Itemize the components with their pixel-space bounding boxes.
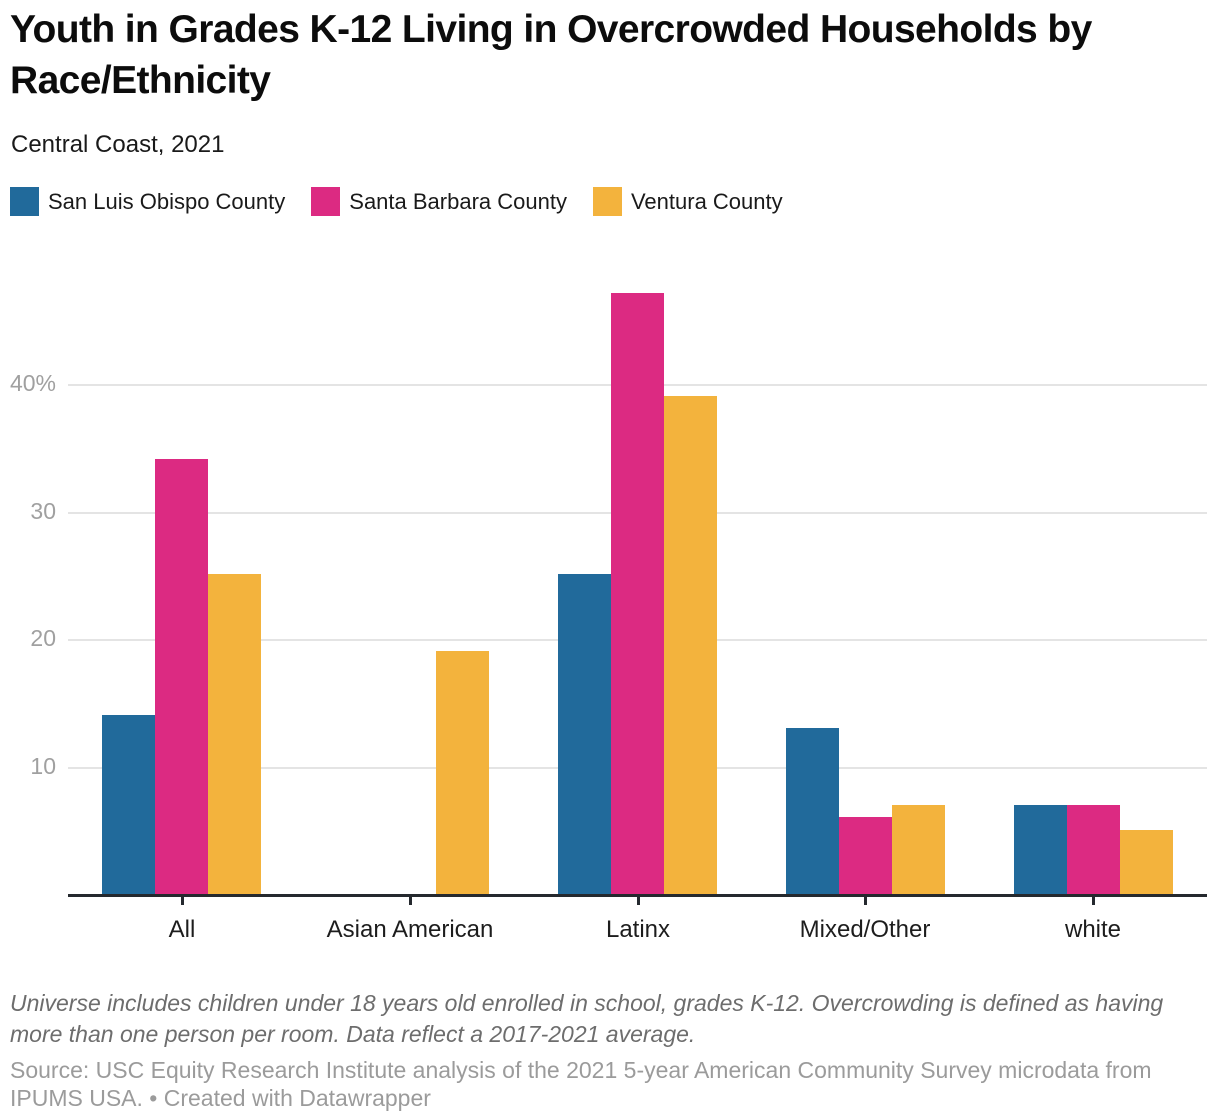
x-axis-tick <box>1092 897 1095 905</box>
chart-title: Youth in Grades K-12 Living in Overcrowd… <box>10 8 1092 102</box>
x-axis-tick <box>637 897 640 905</box>
legend-swatch-icon <box>592 187 622 216</box>
x-axis-category-label: All <box>168 916 196 943</box>
bar <box>436 651 489 894</box>
legend-swatch-icon <box>10 187 39 216</box>
legend-item: Ventura County <box>592 187 783 216</box>
bar <box>786 728 839 894</box>
x-axis-tick <box>864 897 867 905</box>
legend-label: San Luis Obispo County <box>48 188 286 214</box>
x-axis-category-label: Latinx <box>605 916 671 943</box>
x-axis-category-label: Mixed/Other <box>799 916 931 943</box>
y-axis-tick-label: 40% <box>9 369 56 396</box>
chart-subtitle: Central Coast, 2021 <box>11 131 225 158</box>
y-axis-tick-label: 30 <box>30 497 56 524</box>
bar <box>892 805 945 894</box>
y-axis-tick-label: 10 <box>30 753 56 780</box>
legend-item: San Luis Obispo County <box>10 187 285 216</box>
bar <box>102 715 155 894</box>
bar <box>611 293 664 894</box>
x-axis-category-label: white <box>1064 916 1122 943</box>
bar <box>155 459 208 894</box>
x-axis-line <box>68 894 1207 897</box>
bar <box>1120 830 1173 894</box>
y-axis-tick-label: 20 <box>30 625 56 652</box>
footnote: Universe includes children under 18 year… <box>10 990 1164 1047</box>
legend: San Luis Obispo County Santa Barbara Coun… <box>10 187 809 216</box>
bar <box>839 817 892 894</box>
source-line: Source: USC Equity Research Institute an… <box>10 1057 1152 1111</box>
bar <box>1067 805 1120 894</box>
legend-swatch-icon <box>311 187 341 216</box>
legend-item: Santa Barbara County <box>311 187 567 216</box>
x-axis-category-label: Asian American <box>326 916 494 943</box>
bar <box>1014 805 1067 894</box>
legend-label: Santa Barbara County <box>349 188 567 214</box>
x-axis-tick <box>409 897 412 905</box>
x-axis-tick <box>181 897 184 905</box>
bar <box>664 396 717 894</box>
legend-label: Ventura County <box>630 188 783 214</box>
bar <box>208 574 261 894</box>
bar <box>558 574 611 894</box>
